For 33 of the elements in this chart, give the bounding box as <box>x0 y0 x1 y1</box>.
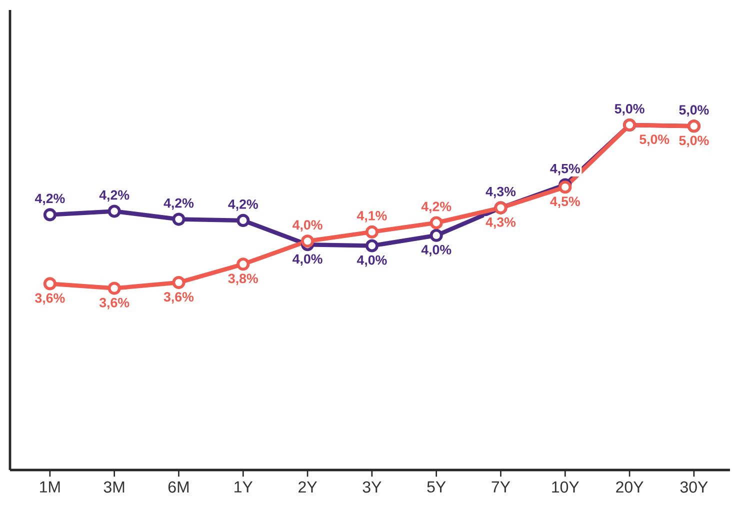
x-tick-label: 6M <box>168 481 189 493</box>
data-label: 3,8% <box>228 274 258 286</box>
data-label: 4,1% <box>356 211 387 222</box>
data-label: 4,0% <box>292 220 322 232</box>
data-label: 5,0% <box>679 136 709 148</box>
x-tick-label: 1M <box>40 481 60 492</box>
x-tick-label: 20Y <box>616 481 644 493</box>
data-label: 4,3% <box>486 186 516 198</box>
data-label: 5,0% <box>614 104 644 116</box>
data-label: 4,2% <box>421 202 452 214</box>
data-label: 5,0% <box>640 134 670 146</box>
data-label: 4,3% <box>486 217 516 229</box>
x-tick-label: 2Y <box>298 481 317 493</box>
data-label: 5,0% <box>679 105 709 117</box>
data-label: 4,2% <box>228 199 258 211</box>
x-tick-label: 7Y <box>492 481 510 492</box>
data-label: 3,6% <box>35 293 65 305</box>
data-label: 4,0% <box>292 254 322 266</box>
x-tick-label: 10Y <box>552 481 580 493</box>
x-tick-label: 5Y <box>427 481 446 493</box>
x-tick-label: 30Y <box>680 481 708 493</box>
data-label: 3,6% <box>99 298 130 310</box>
x-tick-label: 1Y <box>234 481 253 492</box>
data-label: 4,0% <box>421 245 452 256</box>
data-label: 4,2% <box>99 190 130 202</box>
data-label: 4,2% <box>34 194 65 206</box>
data-label: 4,2% <box>164 198 194 210</box>
data-label: 4,5% <box>550 196 580 208</box>
data-label: 3,6% <box>164 292 194 304</box>
x-tick-label: 3M <box>104 481 124 493</box>
data-label: 4,5% <box>550 164 580 176</box>
x-tick-label: 3Y <box>362 481 382 493</box>
data-label: 4,0% <box>356 255 387 267</box>
